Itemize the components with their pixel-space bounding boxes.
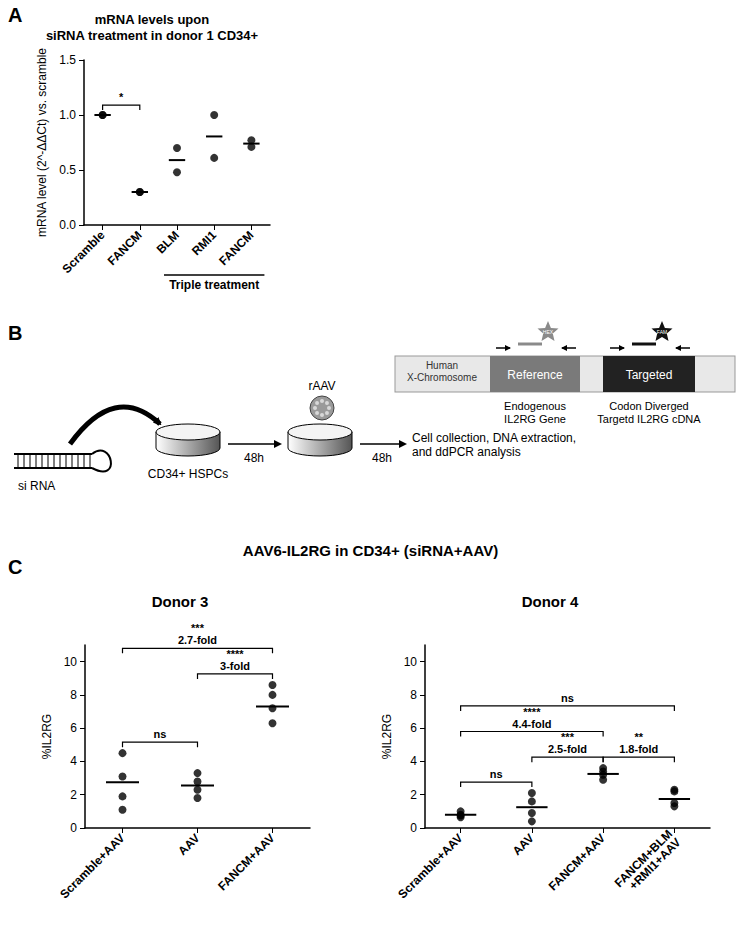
svg-text:HEX: HEX: [543, 329, 554, 335]
svg-text:1.5: 1.5: [59, 53, 76, 67]
svg-text:Targeted: Targeted: [626, 368, 673, 382]
svg-text:10: 10: [404, 655, 418, 669]
svg-text:Reference: Reference: [507, 368, 563, 382]
svg-text:8: 8: [70, 688, 77, 702]
svg-text:4: 4: [70, 754, 77, 768]
svg-text:0: 0: [410, 821, 417, 835]
svg-text:FANCM+AAV: FANCM+AAV: [546, 831, 608, 893]
svg-text:***: ***: [561, 731, 575, 743]
svg-text:Scramble+AAV: Scramble+AAV: [395, 831, 465, 901]
svg-text:FANCM+BLM: FANCM+BLM: [611, 826, 676, 891]
svg-text:10: 10: [64, 655, 78, 669]
svg-text:4.4-fold: 4.4-fold: [512, 718, 551, 730]
svg-text:Triple treatment: Triple treatment: [169, 278, 259, 292]
svg-text:6: 6: [70, 721, 77, 735]
svg-text:si RNA: si RNA: [18, 479, 55, 493]
svg-text:ns: ns: [154, 728, 167, 740]
svg-text:FANCM: FANCM: [105, 228, 145, 268]
svg-text:FAM: FAM: [657, 329, 667, 335]
html-text:A: A: [8, 4, 23, 26]
svg-text:Codon DivergedTargetd IL2RG cD: Codon DivergedTargetd IL2RG cDNA: [597, 400, 701, 425]
svg-text:48h: 48h: [372, 451, 392, 465]
svg-text:2: 2: [70, 788, 77, 802]
svg-text:****: ****: [523, 706, 541, 718]
svg-text:+RMI1+AAV: +RMI1+AAV: [626, 835, 683, 892]
svg-text:%IL2RG: %IL2RG: [40, 714, 54, 759]
svg-text:Donor 3: Donor 3: [152, 593, 209, 610]
svg-text:ns: ns: [561, 692, 574, 704]
svg-text:mRNA levels upon: mRNA levels upon: [95, 12, 209, 27]
svg-text:4: 4: [410, 754, 417, 768]
svg-text:AAV: AAV: [510, 831, 537, 858]
svg-text:HumanX-Chromosome: HumanX-Chromosome: [407, 360, 477, 383]
svg-text:6: 6: [410, 721, 417, 735]
svg-text:*: *: [119, 91, 124, 103]
svg-text:AAV: AAV: [175, 831, 202, 858]
svg-text:ns: ns: [490, 768, 503, 780]
svg-text:**: **: [634, 731, 643, 743]
svg-text:2.5-fold: 2.5-fold: [548, 743, 587, 755]
svg-text:1.0: 1.0: [59, 108, 76, 122]
svg-text:CD34+ HSPCs: CD34+ HSPCs: [148, 467, 228, 481]
svg-text:0: 0: [70, 821, 77, 835]
svg-text:2: 2: [410, 788, 417, 802]
svg-text:mRNA level (2^-ΔΔCt) vs. scram: mRNA level (2^-ΔΔCt) vs. scramble: [35, 48, 49, 237]
svg-text:BLM: BLM: [154, 228, 182, 256]
svg-text:FANCM: FANCM: [216, 228, 256, 268]
svg-text:siRNA treatment in donor 1 CD3: siRNA treatment in donor 1 CD34+: [46, 28, 259, 43]
svg-text:8: 8: [410, 688, 417, 702]
svg-text:EndogenousIL2RG Gene: EndogenousIL2RG Gene: [504, 400, 566, 425]
svg-text:****: ****: [226, 648, 244, 660]
svg-text:Donor 4: Donor 4: [522, 593, 579, 610]
svg-text:***: ***: [191, 622, 205, 634]
svg-text:0.0: 0.0: [59, 218, 76, 232]
html-text:B: B: [8, 322, 23, 344]
svg-text:RMI1: RMI1: [189, 228, 219, 258]
svg-text:3-fold: 3-fold: [220, 660, 250, 672]
svg-text:Scramble+AAV: Scramble+AAV: [57, 831, 127, 901]
svg-text:1.8-fold: 1.8-fold: [619, 743, 658, 755]
svg-text:0.5: 0.5: [59, 163, 76, 177]
svg-text:Scramble: Scramble: [59, 228, 107, 276]
svg-text:Cell collection, DNA extractio: Cell collection, DNA extraction,and ddPC…: [412, 431, 576, 459]
svg-text:%IL2RG: %IL2RG: [380, 714, 394, 759]
svg-text:rAAV: rAAV: [308, 379, 335, 393]
html-text:AAV6-IL2RG in CD34+ (siRNA+AAV: AAV6-IL2RG in CD34+ (siRNA+AAV): [242, 542, 499, 559]
svg-text:FANCM+AAV: FANCM+AAV: [215, 831, 277, 893]
html-text:C: C: [8, 556, 23, 578]
svg-text:48h: 48h: [244, 451, 264, 465]
svg-text:2.7-fold: 2.7-fold: [178, 634, 217, 646]
